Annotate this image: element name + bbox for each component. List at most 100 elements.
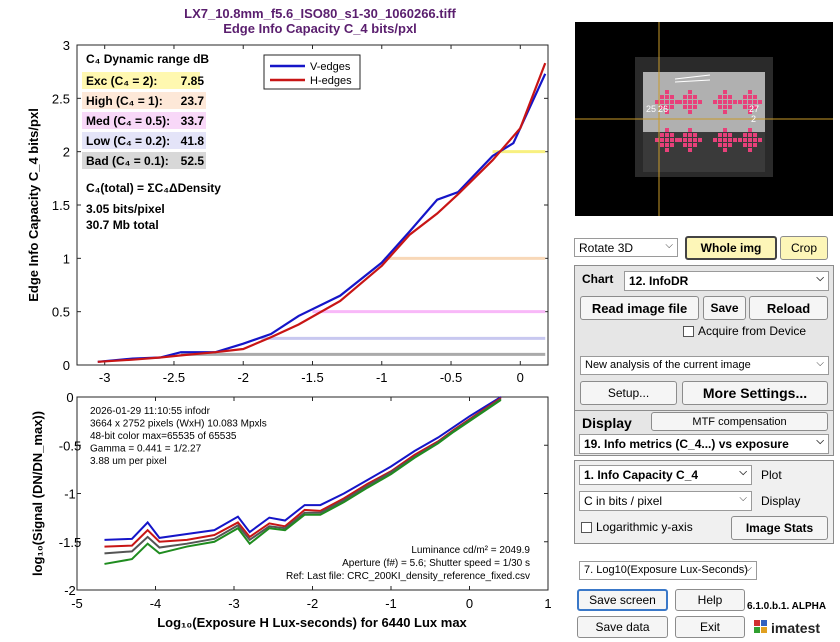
chart-patch <box>723 105 727 109</box>
bottom-y-tick-label: -0.5 <box>59 438 81 453</box>
save-data-button[interactable]: Save data <box>577 616 668 638</box>
chart-patch <box>665 148 669 152</box>
chevron-down-icon: ⌵ <box>739 493 747 504</box>
annotation-header: C₄ Dynamic range dB <box>86 52 209 66</box>
log-axis-checkbox[interactable] <box>581 522 592 533</box>
more-settings-button[interactable]: More Settings... <box>682 381 828 405</box>
whole-img-button[interactable]: Whole img <box>685 236 777 260</box>
chart-patch <box>738 138 742 142</box>
bottom-y-tick-label: -2 <box>64 583 76 598</box>
help-button[interactable]: Help <box>675 589 745 611</box>
chart-patch <box>723 143 727 147</box>
rotate-select[interactable]: Rotate 3D ⌵ <box>574 238 678 257</box>
bottom-x-tick-label: 0 <box>466 596 473 611</box>
chart-patch <box>693 143 697 147</box>
chart-patch <box>718 143 722 147</box>
bottom-plot-area <box>76 396 549 591</box>
chart-patch <box>748 110 752 114</box>
chart-patch <box>660 100 664 104</box>
chart-patch <box>718 105 722 109</box>
chart-patch <box>748 128 752 132</box>
analysis-select-value: New analysis of the current image <box>585 359 751 371</box>
analysis-select[interactable]: New analysis of the current image ⌵ <box>580 356 829 375</box>
version-text: 6.1.0.b.1. ALPHA <box>747 601 827 612</box>
acquire-checkbox[interactable] <box>683 326 694 337</box>
mtf-compensation-button[interactable]: MTF compensation <box>651 412 828 431</box>
chart-patch <box>758 100 762 104</box>
plot-select[interactable]: 1. Info Capacity C_4 ⌵ <box>579 465 752 485</box>
annotation-row-bg <box>82 92 206 109</box>
chart-patch <box>675 138 679 142</box>
chart-patch <box>693 133 697 137</box>
bottom-y-tick-label: -1 <box>64 487 76 502</box>
chart-patch <box>688 90 692 94</box>
chart-patch <box>683 100 687 104</box>
units-select[interactable]: C in bits / pixel ⌵ <box>579 491 752 511</box>
chart-patch <box>748 95 752 99</box>
chart-patch <box>718 133 722 137</box>
exit-label: Exit <box>699 620 720 634</box>
legend-box <box>263 54 361 90</box>
chart-patch <box>688 105 692 109</box>
save-screen-button[interactable]: Save screen <box>577 589 668 611</box>
chart-patch <box>743 138 747 142</box>
chart-patch <box>665 90 669 94</box>
bottom-y-axis-label: log₁₀(Signal (DN/DN_max)) <box>30 411 45 576</box>
bottom-x-tick-label: -5 <box>71 596 83 611</box>
chart-patch <box>660 138 664 142</box>
top-y-tick-label: 0 <box>63 358 70 373</box>
image-stats-button[interactable]: Image Stats <box>731 516 828 540</box>
chart-patch <box>723 95 727 99</box>
v-edges-line <box>97 73 547 363</box>
chart-patch <box>665 100 669 104</box>
crop-button[interactable]: Crop <box>780 236 828 260</box>
info-text-line: Gamma = 0.441 = 1/2.27 <box>90 444 202 455</box>
image-stats-label: Image Stats <box>745 521 814 535</box>
chart-patch <box>748 105 752 109</box>
acquire-label: Acquire from Device <box>698 324 807 338</box>
exposure-select[interactable]: 7. Log10(Exposure Lux-Seconds) ⌵ <box>579 561 757 580</box>
top-x-tick-label: -0.5 <box>440 370 462 385</box>
bottom-x-tick-label: 1 <box>544 596 551 611</box>
reload-button[interactable]: Reload <box>749 296 828 320</box>
chart-patch <box>660 143 664 147</box>
setup-button[interactable]: Setup... <box>580 381 677 405</box>
log-axis-label: Logarithmic y-axis <box>596 520 693 534</box>
chart-patch <box>678 100 682 104</box>
chart-select[interactable]: 12. InfoDR ⌵ <box>624 271 829 291</box>
chart-patch <box>723 138 727 142</box>
chevron-down-icon: ⌵ <box>744 563 752 574</box>
mtf-compensation-label: MTF compensation <box>692 415 787 428</box>
chart-patch <box>670 143 674 147</box>
save-screen-label: Save screen <box>589 593 656 607</box>
exit-button[interactable]: Exit <box>675 616 745 638</box>
annotation-row-value: 33.7 <box>181 114 205 128</box>
chart-patch <box>665 133 669 137</box>
rotate-select-value: Rotate 3D <box>579 241 634 255</box>
save-button[interactable]: Save <box>703 296 746 320</box>
chart-patch <box>743 95 747 99</box>
annotation-mb: 30.7 Mb total <box>86 218 159 232</box>
chart-patch <box>665 143 669 147</box>
read-image-label: Read image file <box>591 300 688 316</box>
bottom-x-tick-label: -3 <box>228 596 240 611</box>
image-thumbnail[interactable]: 25 26 27 2 <box>575 22 833 216</box>
plot-label: Plot <box>761 468 782 482</box>
top-x-tick-label: -3 <box>99 370 111 385</box>
chart-patch <box>670 100 674 104</box>
figure-title-line1: LX7_10.8mm_f5.6_ISO80_s1-30_1060266.tiff <box>184 6 456 21</box>
display-select[interactable]: 19. Info metrics (C_4...) vs exposure ⌵ <box>579 434 829 454</box>
chart-patch <box>728 133 732 137</box>
thumb-label-4: 2 <box>751 114 756 124</box>
chart-patch <box>748 100 752 104</box>
read-image-button[interactable]: Read image file <box>580 296 699 320</box>
chart-patch <box>655 100 659 104</box>
figure-title-line2: Edge Info Capacity C_4 bits/pxl <box>223 21 417 36</box>
annotation-row-bg <box>82 72 200 89</box>
annotation-bits: 3.05 bits/pixel <box>86 202 165 216</box>
legend: V-edges H-edges <box>263 54 361 90</box>
chevron-down-icon: ⌵ <box>816 436 824 447</box>
footer-text-line: Ref: Last file: CRC_200KI_density_refere… <box>286 571 530 582</box>
chart-patch <box>723 128 727 132</box>
chart-patch <box>688 110 692 114</box>
